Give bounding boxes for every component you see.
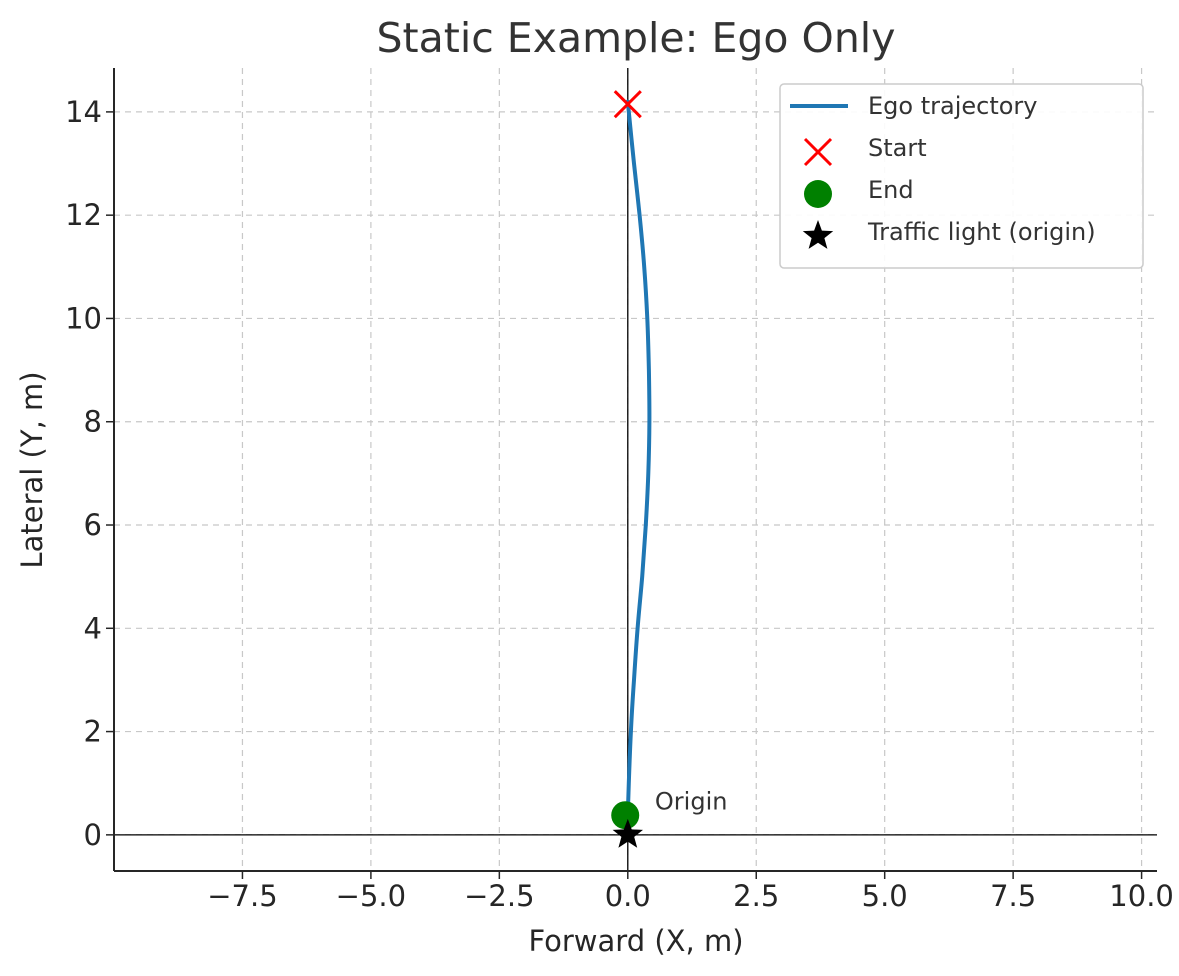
series-1-marker-0-stroke-b — [613, 90, 642, 119]
legend-label-3: Traffic light (origin) — [867, 218, 1096, 246]
x-tick-label-3: 0.0 — [605, 879, 651, 913]
y-tick-label-4: 8 — [84, 405, 102, 439]
legend-swatch-1 — [803, 137, 833, 167]
series-3-marker-0 — [612, 818, 643, 848]
y-tick-label-6: 12 — [65, 198, 102, 232]
annotations: Origin — [655, 788, 728, 816]
series-2-marker-0 — [611, 801, 640, 830]
chart-title: Static Example: Ego Only — [377, 14, 896, 62]
ticks: −7.5 −5.0 −2.5 0.0 2.5 5.0 7.5 10.0 0 2 4 6 8 10 12 14 — [65, 95, 1174, 913]
legend-swatch-1-stroke-b — [803, 137, 833, 167]
y-tick-label-5: 10 — [65, 301, 102, 335]
y-axis-label: Lateral (Y, m) — [15, 371, 49, 568]
x-tick-label-6: 7.5 — [990, 879, 1036, 913]
legend-label-0: Ego trajectory — [868, 92, 1038, 120]
x-axis-label: Forward (X, m) — [528, 924, 743, 958]
x-tick-label-5: 5.0 — [862, 879, 908, 913]
ego-trajectory-line — [625, 99, 652, 817]
y-tick-label-0: 0 — [84, 818, 102, 852]
y-tick-label-7: 14 — [65, 95, 102, 129]
x-tick-label-4: 2.5 — [733, 879, 779, 913]
legend: Ego trajectory Start End Traffic light (ori… — [779, 83, 1144, 269]
legend-label-2: End — [868, 176, 914, 204]
axes — [113, 68, 1157, 872]
series-1-marker-0 — [613, 90, 642, 119]
x-tick-label-0: −7.5 — [207, 879, 277, 913]
legend-swatch-2 — [804, 180, 832, 208]
legend-box — [779, 83, 1144, 269]
y-tick-label-1: 2 — [84, 715, 102, 749]
legend-label-1: Start — [868, 134, 927, 162]
y-tick-label-3: 6 — [84, 508, 102, 542]
y-tick-label-2: 4 — [84, 611, 102, 645]
x-tick-label-7: 10.0 — [1109, 879, 1174, 913]
annotation-0: Origin — [655, 788, 728, 816]
plot-data — [611, 90, 652, 848]
legend-swatch-3 — [802, 220, 834, 249]
x-tick-label-2: −2.5 — [464, 879, 534, 913]
x-tick-label-1: −5.0 — [336, 879, 406, 913]
